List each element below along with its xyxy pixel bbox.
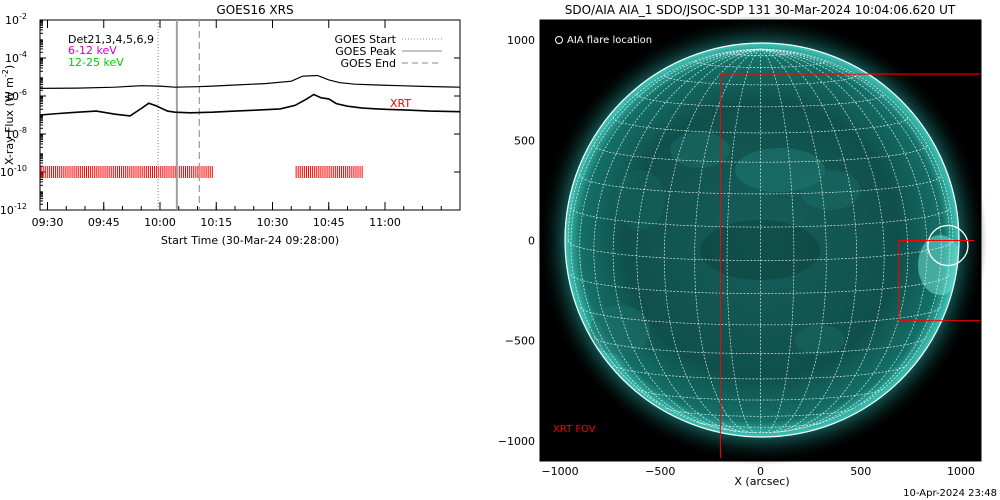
legend-12-25kev: 12-25 keV [68, 56, 124, 69]
goes-ylabel-text: X-ray Flux (W m [3, 77, 16, 165]
longitude-line [579, 48, 761, 425]
aia-x-axis: −1000 −500 0 500 1000 [541, 20, 975, 478]
aia-panel: SDO/AIA AIA_1 SDO/JSOC-SDP 131 30-Mar-20… [498, 3, 987, 488]
longitude-line [593, 48, 761, 431]
goes-y-tick-exponent: -6 [19, 88, 27, 97]
flux-curve-0 [40, 74, 460, 89]
flare-legend-symbol [555, 36, 563, 44]
aia-y-tick-label: 500 [514, 134, 535, 147]
goes-legend-right: GOES Start GOES Peak GOES End [335, 33, 442, 70]
goes-y-tick-base: 10 [5, 90, 19, 103]
latitude-line [570, 207, 951, 228]
aia-x-tick-label: 500 [850, 465, 871, 478]
xrt-label: XRT [390, 97, 411, 110]
goes-y-tick-label: 10-12 [0, 202, 27, 217]
longitude-line [760, 48, 858, 433]
observation-interval [40, 166, 213, 178]
latitude-line [570, 274, 951, 294]
latitude-line [726, 51, 795, 56]
goes-y-tick-exponent: -2 [19, 12, 27, 21]
goes-y-tick-exponent: -8 [19, 126, 27, 135]
goes-y-tick-label: 10-6 [5, 88, 27, 103]
goes-y-tick-label: 10-4 [5, 50, 27, 65]
aia-y-tick-label: 1000 [507, 34, 535, 47]
longitude-line [694, 48, 761, 434]
aia-x-tick-label: −1000 [541, 465, 578, 478]
goes-x-axis-label: Start Time (30-Mar-24 09:28:00) [161, 234, 339, 247]
aia-x-tick-label: 1000 [947, 465, 975, 478]
heliographic-grid [567, 48, 954, 434]
aia-y-axis: 1000 500 0 −500 −1000 [498, 34, 981, 448]
goes-legend-left: Det21,3,4,5,6,9 6-12 keV 12-25 keV [68, 33, 154, 69]
longitude-line [760, 48, 954, 241]
footer-timestamp: 10-Apr-2024 23:48 [903, 488, 997, 499]
longitude-line [663, 48, 761, 433]
longitude-line [760, 48, 909, 432]
disk-features [590, 132, 959, 355]
limb-outline [564, 42, 960, 438]
longitude-line [760, 48, 928, 431]
aia-x-axis-label: X (arcsec) [734, 475, 789, 488]
latitude-line [594, 337, 927, 354]
goes-plot-area [40, 20, 460, 210]
longitude-line [760, 48, 795, 434]
longitude-line [570, 48, 761, 405]
aia-title: SDO/AIA AIA_1 SDO/JSOC-SDP 131 30-Mar-20… [565, 3, 956, 17]
observation-interval [295, 166, 363, 178]
goes-x-tick-label: 10:45 [313, 216, 345, 229]
goes-x-axis: 09:30 09:45 10:00 10:15 10:30 10:45 11:00 [32, 20, 461, 229]
legend-goes-peak: GOES Peak [335, 45, 396, 58]
goes-title: GOES16 XRS [216, 3, 293, 17]
longitude-line [567, 48, 761, 241]
xrt-fov-label: XRT FOV [553, 424, 596, 435]
aia-y-tick-label: −1000 [498, 435, 535, 448]
event-markers [157, 20, 201, 210]
goes-ylabel-close: ) [3, 65, 16, 69]
longitude-line [760, 48, 827, 434]
goes-y-axis-label: X-ray Flux (W m-2) [1, 65, 16, 165]
aia-y-tick-label: 0 [528, 235, 535, 248]
goes-y-tick-label: 10-8 [5, 126, 27, 141]
goes-y-tick-exponent: -12 [14, 202, 27, 211]
aia-y-tick-label: −500 [505, 335, 535, 348]
goes-y-tick-exponent: -4 [19, 50, 27, 59]
svg-text:X-ray Flux (W m-2): X-ray Flux (W m-2) [1, 65, 16, 165]
goes-y-tick-label: 10-2 [5, 12, 27, 27]
goes-x-tick-label: 09:30 [32, 216, 64, 229]
legend-goes-end: GOES End [340, 57, 396, 70]
goes-x-tick-label: 10:30 [257, 216, 289, 229]
longitude-line [760, 48, 951, 405]
latitude-line [579, 307, 942, 326]
flux-curves [40, 74, 460, 117]
longitude-line [726, 48, 761, 434]
goes-y-tick-base: 10 [5, 52, 19, 65]
flux-curve-1 [40, 93, 460, 117]
aia-x-tick-label: −500 [645, 465, 675, 478]
legend-detectors: Det21,3,4,5,6,9 [68, 33, 154, 46]
goes-y-tick-exponent: -10 [14, 164, 27, 173]
flare-legend-text: AIA flare location [567, 35, 652, 46]
aia-x-tick-label: 0 [757, 465, 764, 478]
longitude-line [612, 48, 761, 432]
goes-y-tick-base: 10 [5, 14, 19, 27]
goes-y-tick-base: 10 [0, 166, 14, 179]
goes-y-tick-label: 10-10 [0, 164, 27, 179]
legend-6-12kev: 6-12 keV [68, 44, 117, 57]
goes-x-tick-label: 09:45 [88, 216, 120, 229]
goes-x-tick-label: 10:15 [200, 216, 232, 229]
goes-x-tick-label: 10:00 [144, 216, 176, 229]
goes-ylabel-sup: -2 [1, 69, 10, 77]
latitude-line [666, 407, 855, 417]
longitude-line [760, 48, 942, 425]
observation-intervals [40, 166, 363, 178]
goes-y-tick-base: 10 [5, 128, 19, 141]
legend-goes-start: GOES Start [335, 33, 397, 46]
aia-flare-location-circle [927, 224, 969, 267]
goes-y-tick-base: 10 [0, 204, 14, 217]
goes-x-tick-label: 11:00 [369, 216, 401, 229]
